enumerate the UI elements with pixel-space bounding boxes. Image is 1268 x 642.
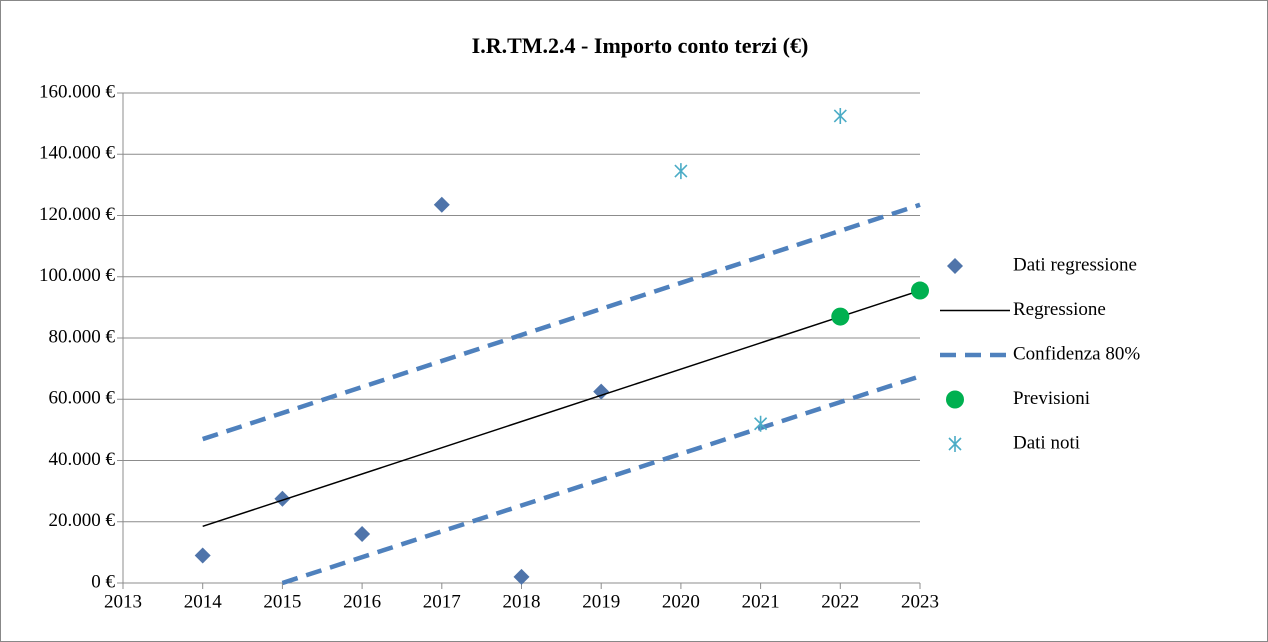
y-tick-label: 0 € — [91, 571, 115, 592]
x-tick-label: 2023 — [901, 591, 939, 612]
point — [513, 568, 530, 585]
x-tick-label: 2013 — [104, 591, 142, 612]
x-tick-label: 2021 — [742, 591, 780, 612]
point — [354, 526, 371, 542]
point — [754, 415, 768, 432]
legend-label: Dati regressione — [1013, 254, 1137, 275]
x-tick-label: 2014 — [184, 591, 223, 612]
point — [194, 547, 211, 564]
chart-title: I.R.TM.2.4 - Importo conto terzi (€) — [472, 33, 809, 58]
legend-symbol — [948, 436, 962, 452]
y-tick-label: 140.000 € — [39, 143, 116, 164]
point — [674, 163, 688, 180]
y-tick-label: 20.000 € — [49, 510, 116, 531]
y-tick-label: 160.000 € — [39, 81, 116, 102]
legend-symbol — [946, 390, 964, 409]
point — [593, 383, 610, 400]
y-tick-label: 60.000 € — [49, 388, 116, 409]
x-tick-label: 2018 — [503, 591, 541, 612]
legend-label: Confidenza 80% — [1013, 343, 1140, 364]
x-tick-label: 2022 — [821, 591, 859, 612]
legend-label: Regressione — [1013, 299, 1106, 320]
y-tick-label: 40.000 € — [49, 449, 116, 470]
y-tick-label: 100.000 € — [39, 265, 116, 286]
x-tick-label: 2015 — [263, 591, 301, 612]
point — [911, 281, 929, 300]
point — [433, 196, 450, 213]
line — [202, 202, 921, 586]
legend-symbol — [947, 258, 963, 274]
x-tick-label: 2019 — [582, 591, 620, 612]
point — [274, 490, 291, 507]
point — [831, 307, 850, 326]
y-tick-label: 80.000 € — [49, 326, 116, 347]
point — [833, 107, 847, 124]
legend-label: Dati noti — [1013, 432, 1080, 453]
x-tick-label: 2017 — [423, 591, 461, 612]
legend-label: Previsioni — [1013, 388, 1090, 409]
x-tick-label: 2020 — [662, 591, 700, 612]
line — [202, 289, 921, 528]
x-tick-label: 2016 — [343, 591, 381, 612]
y-tick-label: 120.000 € — [39, 204, 116, 225]
